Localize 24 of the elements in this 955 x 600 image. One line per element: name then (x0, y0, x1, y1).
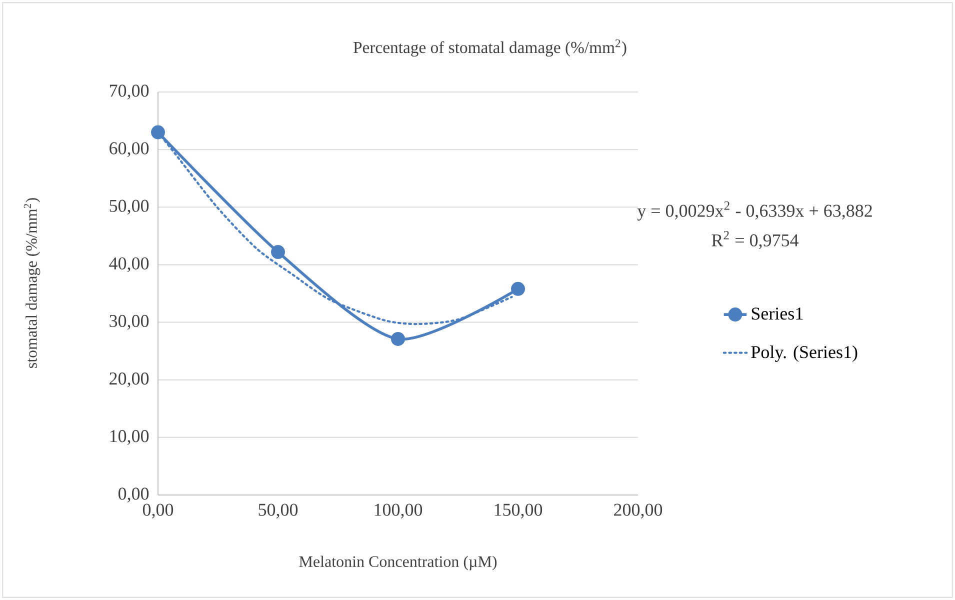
y-tick-label: 70,00 (110, 84, 149, 100)
point (391, 332, 406, 346)
point (511, 282, 526, 296)
x-tick-label: 200,00 (614, 504, 662, 518)
x-tick-label: 100,00 (374, 504, 422, 518)
y-tick-label: 30,00 (110, 314, 149, 330)
point (271, 245, 286, 260)
annotation: y = 0,0029x$^{2}$ - 0,6339x + 63,882 (637, 201, 872, 221)
y-tick-label: 20,00 (110, 372, 149, 388)
point (151, 125, 166, 140)
text: R$^{2}$ = 0,9754 (712, 230, 799, 250)
x-tick-label: 150,00 (494, 504, 542, 518)
y-tick-label: 10,00 (110, 430, 149, 445)
y-tick-label: 40,00 (109, 257, 149, 272)
legend-label: Poly. (Series1) (751, 346, 858, 362)
legend-label: Series1 (752, 308, 803, 320)
chart-title: Percentage of stomatal damage (%/mm$^{2}$) (353, 39, 626, 57)
y-tick-label: 60,00 (110, 142, 149, 157)
x-tick-label: 50,00 (258, 504, 298, 518)
y-axis-title: stomatal damage (%/mm$^{2}$) (24, 198, 40, 368)
y-tick-label: 50,00 (110, 200, 149, 215)
y-tick-label: 0,00 (118, 488, 149, 502)
x-axis-title: Melatonin Concentration (µM) (299, 556, 497, 570)
x-tick-label: 0,00 (142, 504, 174, 518)
